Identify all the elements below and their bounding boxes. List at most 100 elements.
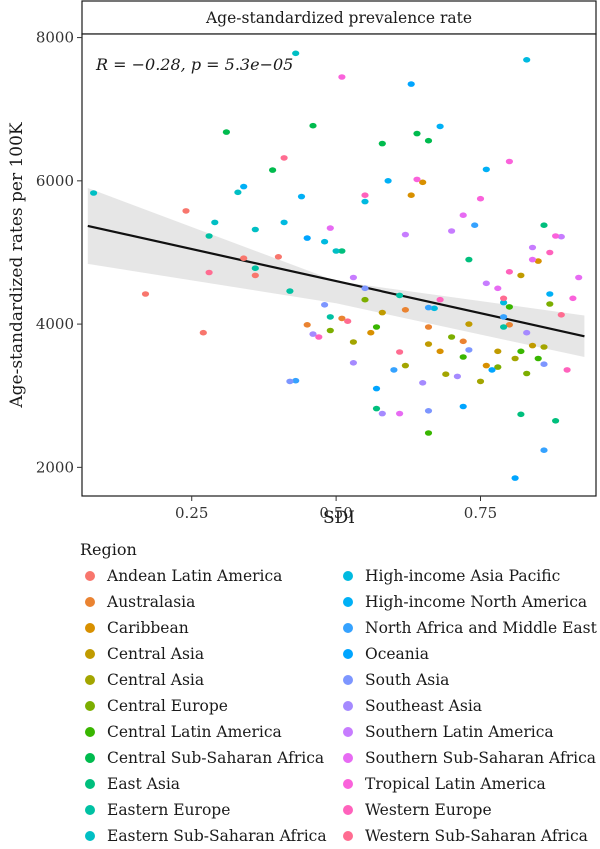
- data-point-22-6: [557, 312, 565, 318]
- x-tick-label-1: 0.50: [319, 504, 352, 522]
- data-point-22-4: [396, 349, 404, 355]
- data-point-17-1: [309, 331, 317, 337]
- data-point-12-3: [361, 198, 369, 205]
- legend-label: Oceania: [365, 645, 429, 663]
- data-point-20-2: [413, 176, 421, 183]
- data-point-12-5: [500, 299, 508, 306]
- data-point-9-4: [517, 411, 525, 418]
- legend-label: Eastern Sub-Saharan Africa: [107, 827, 327, 845]
- legend-label: High-income North America: [365, 593, 588, 611]
- data-point-12-2: [321, 238, 329, 245]
- data-point-9-3: [465, 256, 473, 263]
- data-point-7-6: [534, 355, 542, 362]
- data-point-7-5: [517, 348, 525, 355]
- data-point-2-5: [459, 338, 467, 345]
- data-point-11-3: [234, 189, 242, 196]
- data-point-11-6: [332, 248, 340, 254]
- data-point-11-2: [211, 219, 219, 226]
- data-point-1-4: [240, 255, 248, 261]
- data-point-18-2: [401, 231, 409, 238]
- legend-label: South Asia: [365, 671, 450, 689]
- legend-item-17: Southeast Asia: [338, 693, 482, 719]
- data-point-8-5: [413, 130, 421, 137]
- data-point-6-3: [448, 334, 456, 340]
- data-point-5-5: [511, 355, 519, 362]
- legend-swatch: [85, 623, 95, 633]
- plot-panel: [81, 33, 597, 497]
- data-point-19-4: [494, 285, 502, 292]
- legend-label: Central Europe: [107, 697, 228, 715]
- legend-item-10: Eastern Europe: [80, 797, 230, 823]
- data-point-19-2: [396, 410, 404, 417]
- y-tick-label-6000: 6000: [36, 172, 74, 190]
- data-point-8-2: [269, 167, 277, 173]
- data-point-22-1: [205, 269, 213, 276]
- data-point-12-1: [280, 219, 288, 226]
- legend-item-18: Southern Latin America: [338, 719, 554, 745]
- legend-swatch: [85, 805, 95, 815]
- data-point-11-4: [251, 226, 259, 233]
- data-point-12-4: [430, 305, 438, 312]
- data-point-10-6: [500, 324, 508, 330]
- legend-item-12: High-income Asia Pacific: [338, 563, 560, 589]
- data-point-4-2: [424, 341, 433, 347]
- annotation: R = −0.28, p = 5.3e−05: [95, 55, 293, 74]
- data-point-3-3: [419, 179, 427, 186]
- data-point-16-4: [424, 408, 433, 414]
- data-point-16-2: [321, 302, 329, 308]
- legend-swatch: [343, 675, 353, 685]
- data-point-17-3: [378, 410, 386, 417]
- legend-swatch: [85, 753, 95, 763]
- legend-item-22: Western Sub-Saharan Africa: [338, 823, 588, 849]
- data-point-16-5: [465, 347, 473, 353]
- legend-label: Central Sub-Saharan Africa: [107, 749, 325, 767]
- data-point-5-1: [349, 339, 357, 345]
- x-axis-title: SDI: [323, 508, 355, 528]
- y-axis-title: Age-standardized rates per 100K: [7, 122, 27, 409]
- legend-label: Andean Latin America: [107, 567, 283, 585]
- data-point-3-6: [534, 258, 542, 264]
- data-point-10-4: [326, 314, 334, 320]
- data-point-4-5: [517, 272, 525, 279]
- data-point-14-3: [424, 304, 433, 311]
- data-point-14-5: [500, 314, 508, 320]
- data-point-22-2: [280, 155, 288, 161]
- legend-swatch: [343, 727, 353, 737]
- legend-swatch: [343, 701, 353, 711]
- legend-item-3: Caribbean: [80, 615, 189, 641]
- data-point-1-5: [251, 272, 259, 279]
- legend-label: Western Sub-Saharan Africa: [365, 827, 588, 845]
- data-point-14-4: [471, 222, 479, 228]
- legend-item-5: Central Asia: [80, 667, 204, 693]
- data-point-13-6: [546, 291, 554, 297]
- data-point-8-3: [309, 122, 317, 129]
- data-point-10-3: [286, 288, 294, 294]
- legend: Region Andean Latin America Australasia Ca…: [80, 540, 600, 845]
- data-point-5-2: [401, 362, 409, 369]
- data-point-1-3: [199, 329, 207, 336]
- legend-swatch: [85, 649, 95, 659]
- data-point-9-5: [540, 222, 548, 228]
- data-point-4-3: [465, 321, 473, 327]
- legend-swatch: [85, 831, 95, 841]
- data-point-14-2: [390, 367, 398, 373]
- data-point-10-1: [205, 233, 213, 239]
- data-point-13-3: [384, 178, 392, 184]
- legend-swatch: [85, 675, 95, 685]
- data-point-11-1: [90, 190, 98, 196]
- data-point-20-6: [569, 295, 577, 302]
- data-point-15-6: [511, 475, 519, 481]
- data-point-19-3: [459, 212, 467, 218]
- data-point-16-3: [361, 285, 369, 292]
- data-point-7-1: [372, 324, 381, 330]
- legend-swatch: [343, 805, 353, 815]
- data-point-21-3: [436, 296, 444, 303]
- data-point-20-4: [505, 158, 513, 165]
- legend-swatch: [85, 571, 95, 581]
- data-point-14-1: [292, 377, 300, 384]
- legend-label: Eastern Europe: [107, 801, 231, 819]
- data-point-3-2: [407, 192, 415, 198]
- data-point-13-1: [240, 183, 248, 190]
- data-point-15-4: [459, 403, 467, 410]
- data-point-11-5: [292, 50, 300, 57]
